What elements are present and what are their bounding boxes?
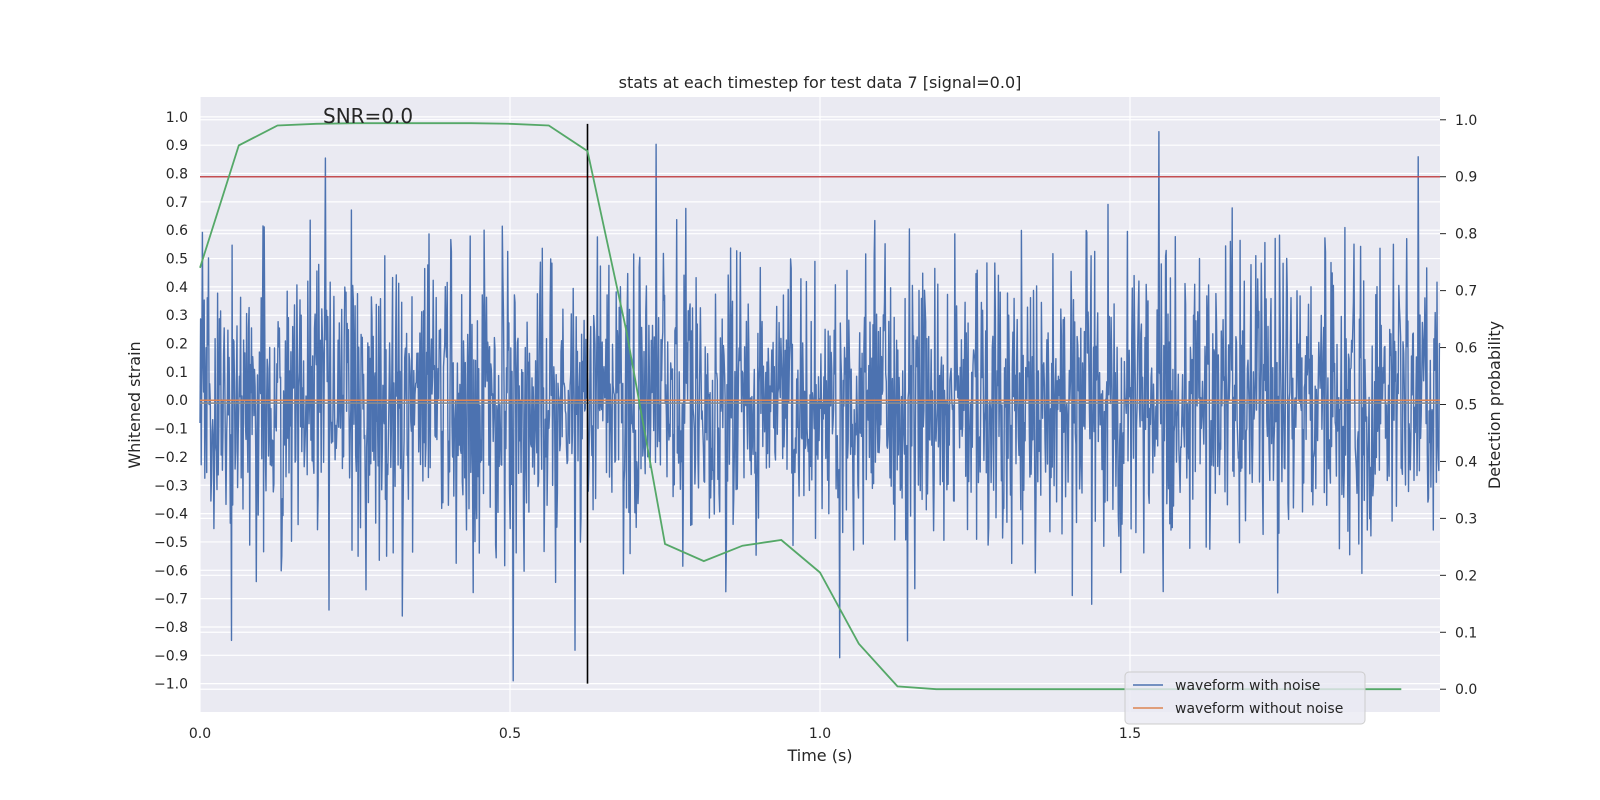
y-axis-label: Whitened strain	[125, 341, 144, 468]
legend-label-clean: waveform without noise	[1175, 701, 1343, 717]
x-tick-label-3: 1.5	[1119, 726, 1141, 742]
x-tick-label-0: 0.0	[189, 726, 211, 742]
y2-tick-label-8: 0.2	[1455, 568, 1477, 584]
y2-tick-label-3: 0.7	[1455, 284, 1477, 300]
y-tick-label-9: 0.1	[166, 365, 188, 381]
y-tick-label-20: −1.0	[154, 677, 188, 693]
y-tick-label-17: −0.7	[154, 592, 188, 608]
y-tick-label-12: −0.2	[154, 450, 188, 466]
y-tick-label-2: 0.8	[166, 167, 188, 183]
x-axis: 0.0 0.5 1.0 1.5	[189, 726, 1141, 742]
y-tick-label-7: 0.3	[166, 308, 188, 324]
y-tick-label-5: 0.5	[166, 252, 188, 268]
y2-tick-label-9: 0.1	[1455, 625, 1477, 641]
snr-annotation: SNR=0.0	[323, 104, 413, 128]
y-tick-label-16: −0.6	[154, 563, 188, 579]
y-tick-label-0: 1.0	[166, 110, 188, 126]
y-tick-label-18: −0.8	[154, 620, 188, 636]
y2-tick-label-10: 0.0	[1455, 682, 1477, 698]
y2-tick-label-4: 0.6	[1455, 341, 1477, 357]
legend-label-noisy: waveform with noise	[1175, 678, 1320, 694]
y-tick-label-8: 0.2	[166, 337, 188, 353]
reference-lines	[200, 123, 1440, 684]
y-tick-label-1: 0.9	[166, 138, 188, 154]
y2-axis: 1.0 0.9 0.8 0.7 0.6 0.5 0.4 0.3 0.2 0.1 0.0	[1440, 113, 1477, 698]
x-tick-label-1: 0.5	[499, 726, 521, 742]
y2-tick-label-1: 0.9	[1455, 170, 1477, 186]
x-tick-label-2: 1.0	[809, 726, 831, 742]
y2-tick-label-5: 0.5	[1455, 398, 1477, 414]
y-tick-label-19: −0.9	[154, 648, 188, 664]
y-tick-label-3: 0.7	[166, 195, 188, 211]
y-tick-label-6: 0.4	[166, 280, 188, 296]
chart-title: stats at each timestep for test data 7 […	[619, 73, 1022, 92]
y-tick-label-14: −0.4	[154, 507, 188, 523]
y-tick-label-13: −0.3	[154, 478, 188, 494]
y-tick-label-10: 0.0	[166, 393, 188, 409]
y2-axis-label: Detection probability	[1485, 321, 1504, 489]
y2-tick-label-6: 0.4	[1455, 454, 1477, 470]
y2-tick-label-7: 0.3	[1455, 511, 1477, 527]
legend-box	[1124, 671, 1366, 725]
y-tick-label-4: 0.6	[166, 223, 188, 239]
y2-tick-label-2: 0.8	[1455, 227, 1477, 243]
y-axis: 1.0 0.9 0.8 0.7 0.6 0.5 0.4 0.3 0.2 0.1 0.0 −0.1 −0.…	[154, 110, 188, 693]
y-tick-label-11: −0.1	[154, 422, 188, 438]
x-axis-label: Time (s)	[786, 746, 852, 765]
legend: waveform with noise waveform without noi…	[1124, 671, 1366, 725]
y2-tick-label-0: 1.0	[1455, 113, 1477, 129]
y-tick-label-15: −0.5	[154, 535, 188, 551]
